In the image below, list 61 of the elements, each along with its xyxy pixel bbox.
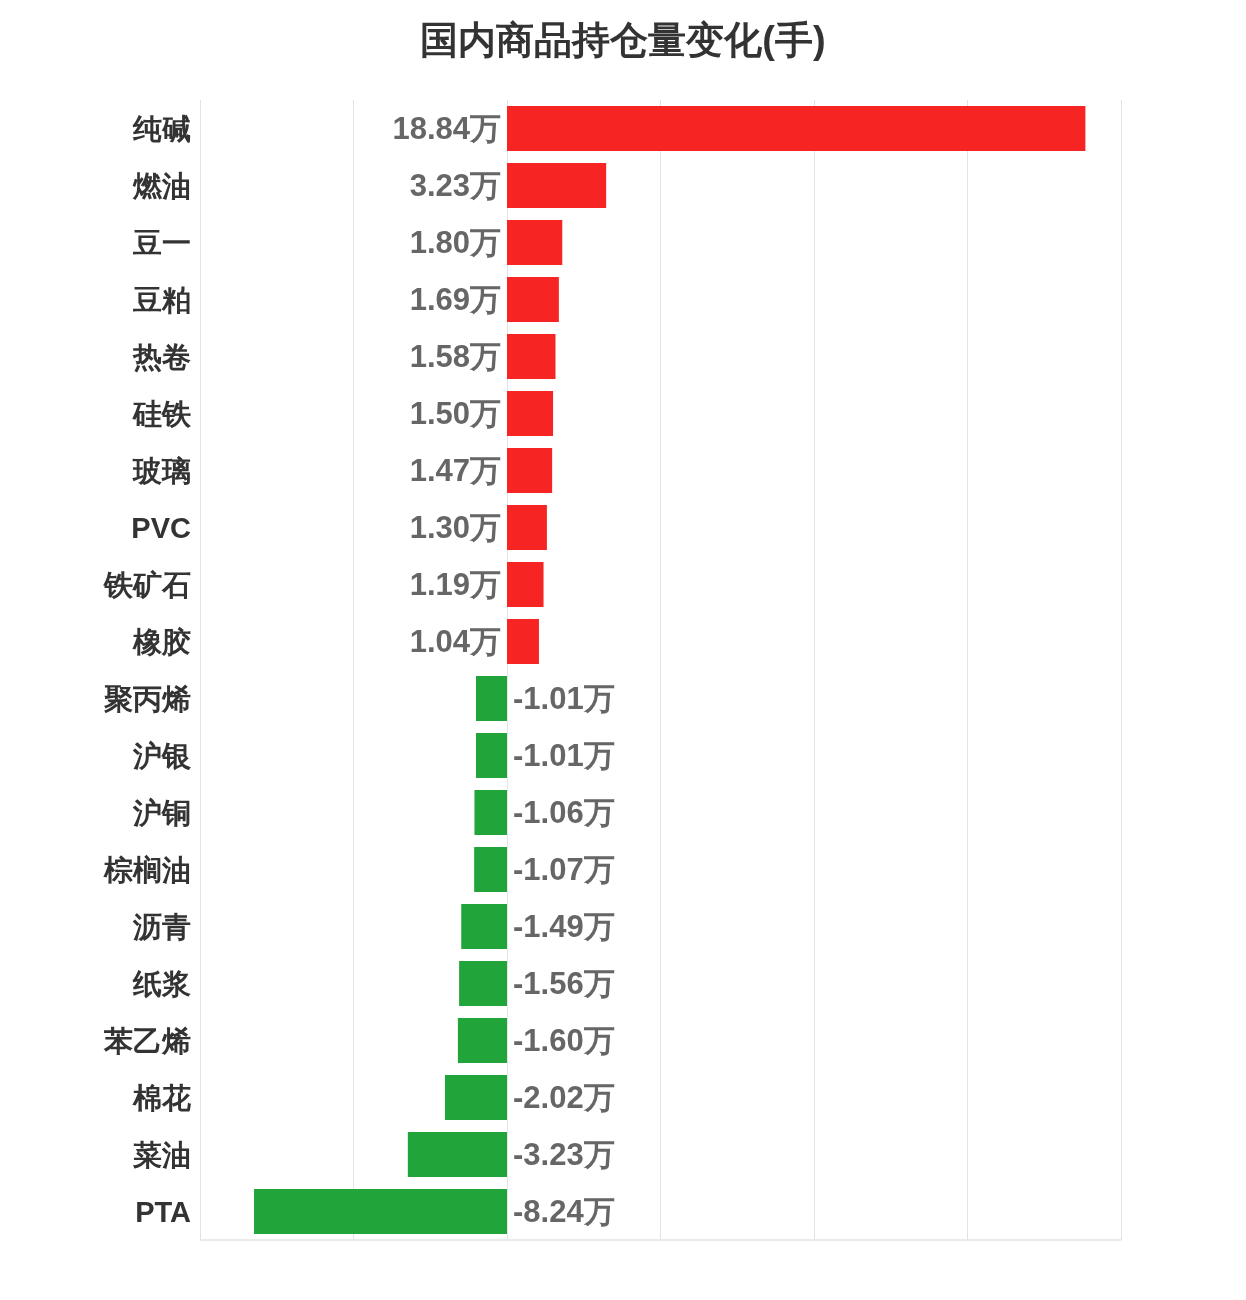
- y-tick-label: 沪铜: [132, 796, 191, 829]
- data-label: 1.04万: [409, 624, 501, 659]
- bar: [474, 789, 507, 836]
- y-tick-label: 聚丙烯: [103, 682, 191, 715]
- data-label: -3.23万: [513, 1137, 615, 1172]
- data-label: -1.06万: [513, 795, 615, 830]
- y-tick-label: PTA: [135, 1195, 192, 1228]
- data-label: 1.69万: [409, 282, 501, 317]
- data-label: 3.23万: [409, 168, 501, 203]
- data-label: -8.24万: [513, 1194, 615, 1229]
- bar: [507, 162, 607, 209]
- data-label: -1.01万: [513, 738, 615, 773]
- y-tick-label: 沥青: [132, 910, 191, 943]
- data-label: -1.56万: [513, 966, 615, 1001]
- bar: [507, 105, 1086, 152]
- bar: [507, 618, 539, 665]
- bar: [457, 1017, 507, 1064]
- y-tick-label: 沪银: [132, 739, 191, 772]
- y-tick-label: 纸浆: [132, 967, 191, 1000]
- bar: [474, 846, 507, 893]
- y-tick-label: 棕榈油: [103, 853, 191, 886]
- data-label: -1.49万: [513, 909, 615, 944]
- chart-title: 国内商品持仓量变化(手): [420, 19, 826, 61]
- data-label: -1.01万: [513, 681, 615, 716]
- y-tick-label: 热卷: [132, 340, 191, 373]
- y-tick-label: 玻璃: [132, 454, 191, 487]
- bar: [459, 960, 507, 1007]
- data-label: 1.80万: [409, 225, 501, 260]
- y-tick-label: 豆粕: [132, 283, 191, 316]
- y-tick-label: 燃油: [132, 169, 191, 202]
- bar: [507, 219, 563, 266]
- data-label: 1.47万: [409, 453, 501, 488]
- y-tick-label: 硅铁: [132, 397, 192, 430]
- data-label: 18.84万: [392, 111, 501, 146]
- y-tick-label: 菜油: [132, 1138, 191, 1171]
- y-tick-label: 铁矿石: [103, 568, 191, 601]
- bar: [407, 1131, 507, 1178]
- y-tick-label: 豆一: [132, 226, 191, 259]
- data-label: 1.30万: [409, 510, 501, 545]
- data-label: -2.02万: [513, 1080, 615, 1115]
- bar: [507, 390, 554, 437]
- bar: [254, 1188, 507, 1235]
- y-tick-label: 纯碱: [132, 112, 191, 145]
- data-label: -1.07万: [513, 852, 615, 887]
- bar: [507, 561, 544, 608]
- data-label: 1.50万: [409, 396, 501, 431]
- y-tick-label: 苯乙烯: [103, 1024, 191, 1057]
- bar: [507, 333, 556, 380]
- bar: [507, 276, 559, 323]
- bar: [507, 504, 547, 551]
- bar: [507, 447, 553, 494]
- bar: [475, 732, 507, 779]
- y-tick-label: 橡胶: [132, 625, 191, 658]
- data-label: -1.60万: [513, 1023, 615, 1058]
- bar: [475, 675, 507, 722]
- bar: [444, 1074, 507, 1121]
- y-tick-label: 棉花: [132, 1081, 191, 1114]
- bar: [461, 903, 507, 950]
- y-tick-label: PVC: [131, 511, 192, 544]
- data-label: 1.58万: [409, 339, 501, 374]
- data-label: 1.19万: [409, 567, 501, 602]
